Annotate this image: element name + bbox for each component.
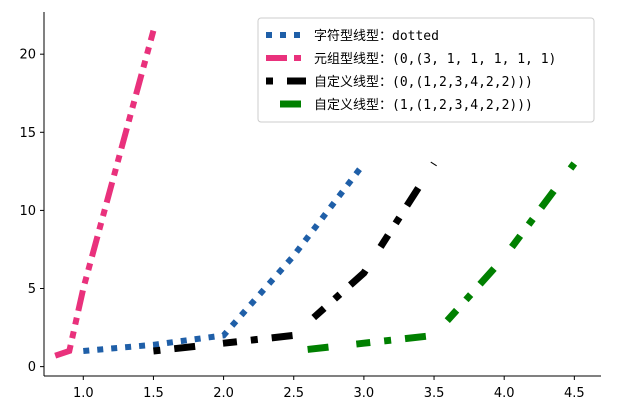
legend-box — [257, 17, 595, 123]
x-tick-label: 4.0 — [494, 386, 515, 401]
series-line-2 — [54, 29, 157, 359]
y-tick-label: 10 — [19, 204, 36, 219]
series-layer — [54, 29, 578, 359]
y-tick-label: 0 — [28, 360, 36, 375]
legend: 字符型线型：dotted 元组型线型：(0,(3, 1, 1, 1, 1, 1) 自… — [257, 17, 595, 123]
axes: 0 5 10 15 20 1.0 1.5 2.0 2.5 3.0 3.5 4.0 4.5 — [19, 12, 601, 401]
y-tick-label: 20 — [19, 48, 36, 63]
series-line-4 — [293, 161, 578, 355]
x-tick-label: 2.0 — [213, 386, 234, 401]
x-tick-label: 3.5 — [424, 386, 445, 401]
legend-label-2: 元组型线型：(0,(3, 1, 1, 1, 1, 1) — [314, 52, 556, 67]
x-tick-label: 3.0 — [354, 386, 375, 401]
series-line-1 — [83, 161, 367, 354]
legend-label-4: 自定义线型：(1,(1,2,3,4,2,2))) — [314, 98, 533, 113]
y-tick-label: 15 — [19, 126, 36, 141]
series-line-3 — [153, 161, 437, 355]
legend-label-1: 字符型线型：dotted — [314, 28, 439, 44]
y-tick-label: 5 — [28, 282, 36, 297]
legend-label-3: 自定义线型：(0,(1,2,3,4,2,2))) — [314, 75, 533, 90]
x-tick-label: 2.5 — [283, 386, 304, 401]
x-tick-label: 1.5 — [143, 386, 164, 401]
x-tick-label: 1.0 — [73, 386, 94, 401]
x-tick-label: 4.5 — [564, 386, 585, 401]
